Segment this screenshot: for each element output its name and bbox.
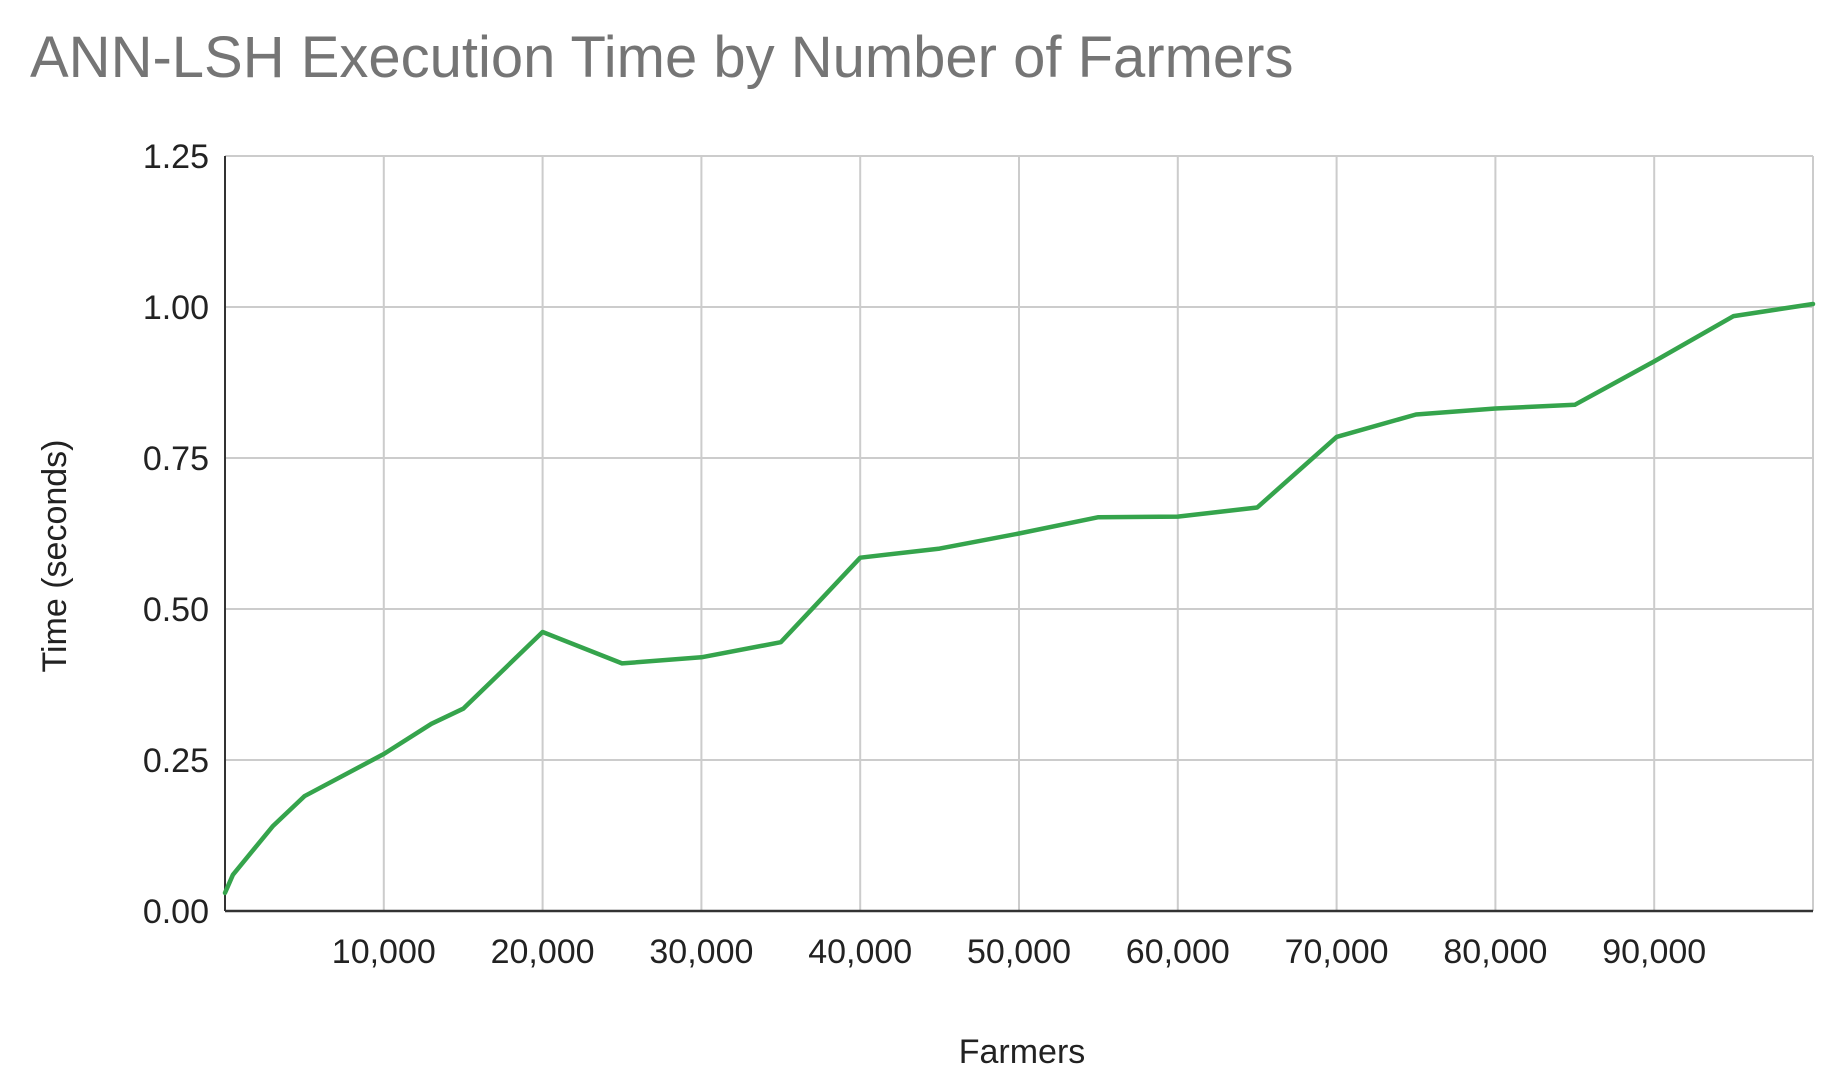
y-tick-label: 0.50 <box>143 591 209 629</box>
y-tick-label: 0.75 <box>143 440 209 478</box>
x-axis-title: Farmers <box>959 1033 1086 1071</box>
y-axis-title: Time (seconds) <box>36 439 74 672</box>
axes <box>224 156 1813 913</box>
x-tick-label: 10,000 <box>332 933 436 971</box>
x-tick-label: 20,000 <box>491 933 595 971</box>
x-tick-label: 90,000 <box>1602 933 1706 971</box>
y-tick-label: 1.00 <box>143 289 209 327</box>
x-tick-label: 50,000 <box>967 933 1071 971</box>
x-tick-label: 60,000 <box>1126 933 1230 971</box>
chart-title: ANN-LSH Execution Time by Number of Farm… <box>30 25 1294 90</box>
x-tick-label: 30,000 <box>649 933 753 971</box>
x-tick-label: 80,000 <box>1443 933 1547 971</box>
y-tick-label: 1.25 <box>143 138 209 176</box>
x-tick-label: 40,000 <box>808 933 912 971</box>
y-tick-label: 0.25 <box>143 742 209 780</box>
tick-labels: 0.00 0.25 0.50 0.75 1.00 1.25 10,000 20,000 30,0… <box>143 138 1706 971</box>
series-line <box>222 301 1816 896</box>
x-tick-label: 70,000 <box>1285 933 1389 971</box>
series-layer <box>222 301 1816 896</box>
y-tick-label: 0.00 <box>143 893 209 931</box>
